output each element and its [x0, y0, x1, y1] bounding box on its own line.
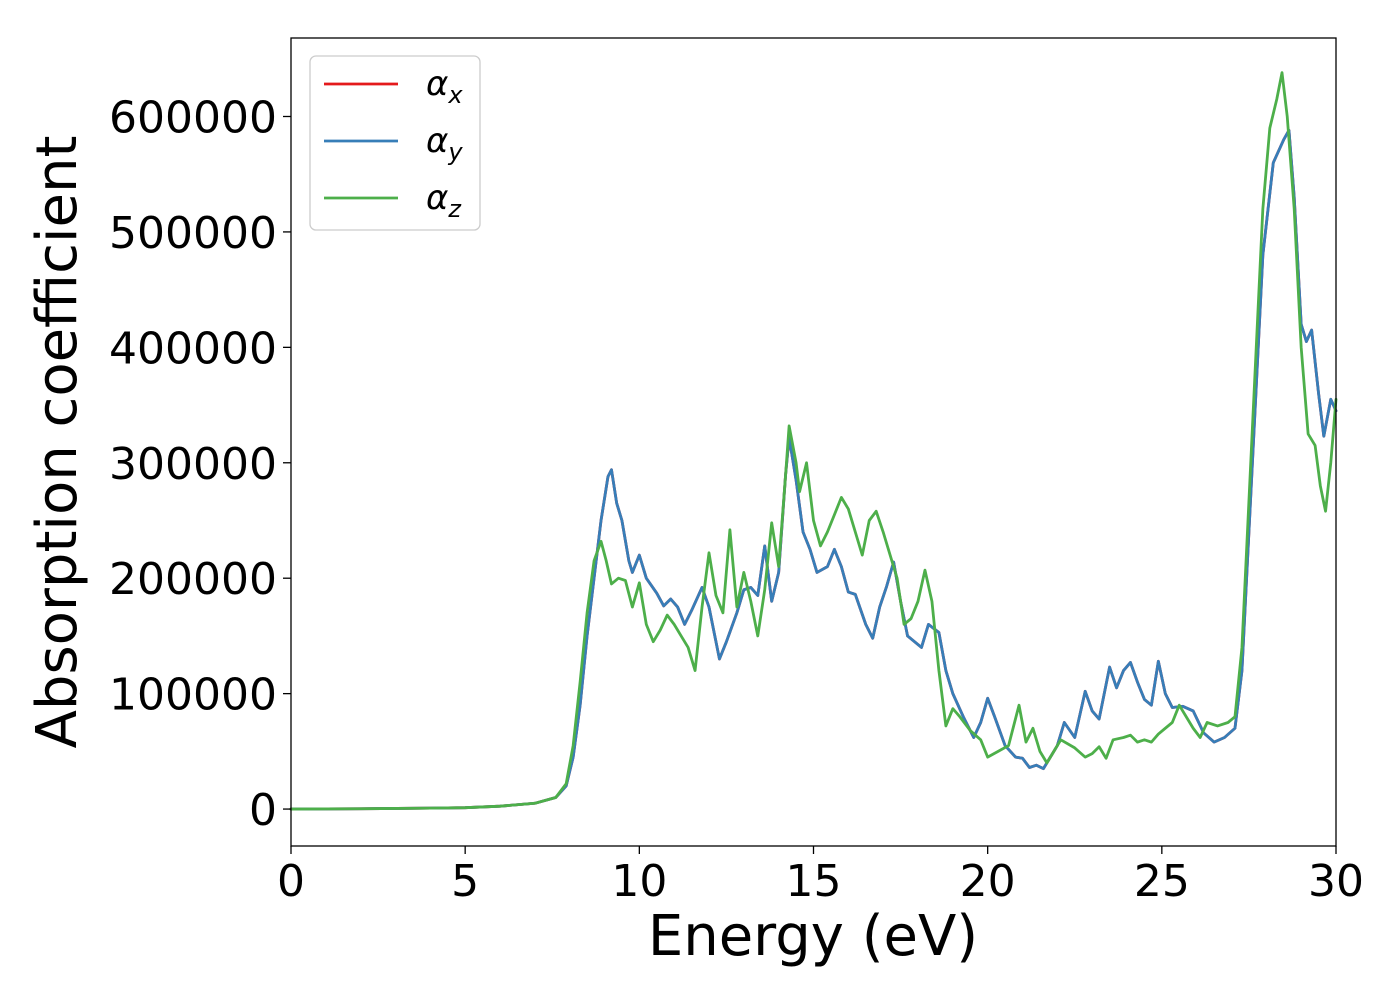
x-axis: 0 5 10 15 20 25 30	[277, 846, 1364, 907]
x-tick-label: 0	[277, 856, 305, 907]
x-tick-label: 10	[611, 856, 667, 907]
x-tick-label: 25	[1134, 856, 1190, 907]
x-tick-label: 30	[1308, 856, 1364, 907]
y-tick-label: 100000	[109, 670, 277, 721]
x-tick-label: 15	[786, 856, 842, 907]
y-tick-label: 0	[249, 785, 277, 836]
y-axis: 0 100000 200000 300000 400000 500000 600000	[109, 92, 291, 836]
series-layer	[289, 71, 1338, 811]
x-axis-title: Energy (eV)	[648, 904, 978, 969]
y-axis-title: Absorption coefficient	[25, 136, 90, 749]
y-tick-label: 300000	[109, 439, 277, 490]
x-tick-label: 5	[451, 856, 479, 907]
y-tick-label: 400000	[109, 323, 277, 374]
legend-box	[309, 55, 481, 231]
y-tick-label: 500000	[109, 208, 277, 259]
y-tick-label: 600000	[109, 92, 277, 143]
series-line-3	[289, 71, 1338, 811]
y-tick-label: 200000	[109, 554, 277, 605]
x-tick-label: 20	[960, 856, 1016, 907]
